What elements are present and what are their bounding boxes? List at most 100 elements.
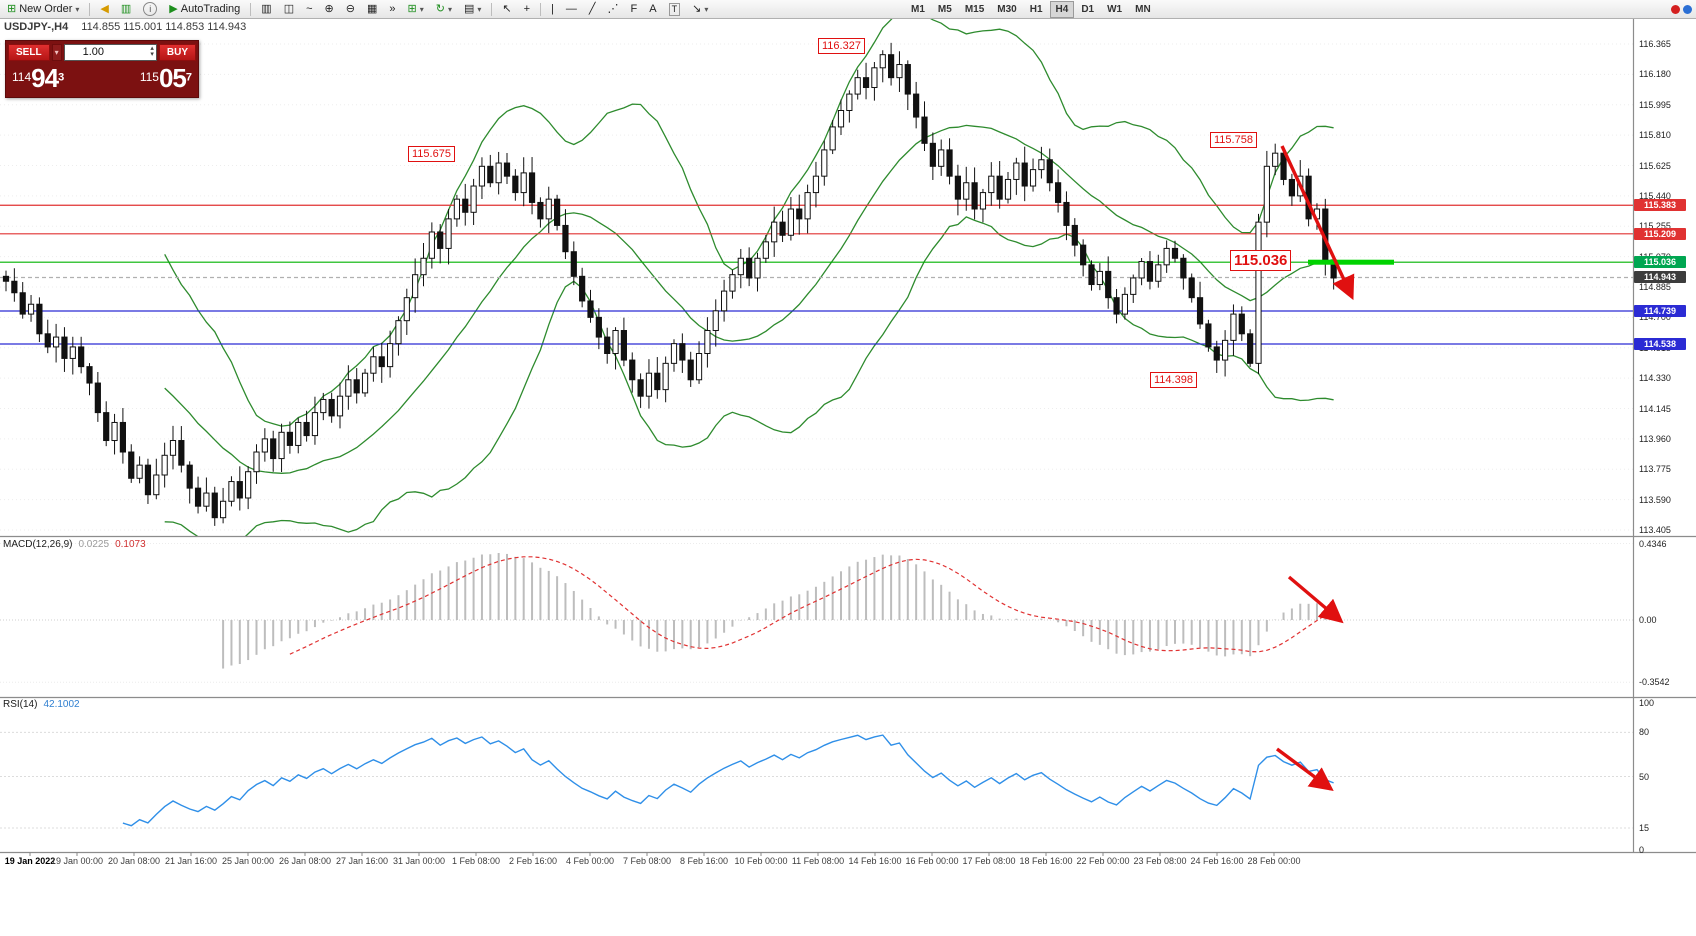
label-tool-button[interactable]: T [664,0,686,18]
price-tag: 114.943 [1634,271,1686,284]
line-chart-type-button[interactable]: ~ [301,0,317,18]
time-axis-label: 21 Jan 16:00 [164,856,218,866]
price-axis-label: 113.775 [1639,464,1671,475]
time-axis-label: 23 Feb 08:00 [1133,856,1187,866]
price-axis-label: 115.995 [1639,99,1671,110]
rsi-axis-label: 50 [1639,771,1650,782]
volume-up-button[interactable]: ▴ [150,45,154,52]
text-tool-button[interactable]: A [644,0,661,18]
time-axis-label: 19 Jan 2022 [4,856,56,866]
trendline-tool-button[interactable]: ╱ [584,0,601,18]
timeframe-h1[interactable]: H1 [1029,3,1043,15]
rsi-axis-label: 15 [1639,822,1650,833]
timeframe-d1[interactable]: D1 [1081,3,1095,15]
volume-input[interactable]: 1.00 ▴ ▾ [63,43,157,61]
zoom-in-button[interactable]: ⊕ [320,0,339,18]
price-annotation[interactable]: 116.327 [818,38,865,54]
market-chart-button[interactable]: ▥ [116,0,136,18]
sell-button[interactable]: SELL [8,43,50,61]
toolbar-separator [89,2,91,16]
channel-icon: ⋰ [607,3,619,15]
info-button[interactable]: i [138,0,162,18]
rsi-axis-label: 100 [1639,698,1655,708]
fibonacci-icon: F [630,3,638,15]
volume-down-button[interactable]: ▾ [150,51,154,58]
price-annotation[interactable]: 115.036 [1230,250,1292,271]
trade-options-caret[interactable]: ▾ [51,43,62,61]
price-annotation[interactable]: 115.675 [408,146,455,162]
trendline-icon: ╱ [588,3,596,15]
fibonacci-tool-button[interactable]: F [626,0,643,18]
candlestick-type-button[interactable]: ◫ [279,0,299,18]
rsi-axis-label: 80 [1639,727,1650,738]
price-axis-label: 116.365 [1639,39,1671,49]
timeframe-m15[interactable]: M15 [964,3,985,15]
time-axis-label: 4 Feb 00:00 [565,856,615,866]
chart-icon: ▥ [120,3,132,15]
arrows-tool-button[interactable]: ↘ ▾ [687,0,713,18]
info-icon: i [143,2,158,16]
bid-price[interactable]: 114943 [12,63,65,93]
crosshair-icon: + [523,3,531,15]
price-annotation[interactable]: 114.398 [1150,372,1197,388]
zoom-out-button[interactable]: ⊖ [341,0,360,18]
timeframe-w1[interactable]: W1 [1107,3,1123,15]
vline-tool-button[interactable]: | [546,0,559,18]
price-annotation[interactable]: 115.758 [1210,132,1257,148]
price-tag: 115.209 [1634,227,1686,240]
cycle-icon: ↻ [435,3,445,15]
cursor-tool-button[interactable]: ↖ [497,0,516,18]
bar-chart-type-button[interactable]: ▥ [256,0,276,18]
price-axis-label: 113.405 [1639,525,1671,535]
quote-header: USDJPY-,H4 114.855 115.001 114.853 114.9… [4,21,246,33]
new-chart-button[interactable]: ⊞ ▾ [403,0,429,18]
chart-shift-icon: » [389,3,396,15]
time-axis-label: 8 Feb 16:00 [679,856,729,866]
price-axis-label: 114.145 [1639,403,1671,414]
zoom-in-icon: ⊕ [324,3,334,15]
time-axis-label: 17 Feb 08:00 [962,856,1016,866]
autotrading-button[interactable]: ▶ AutoTrading [164,0,245,18]
toolbar-separator [250,2,252,16]
template-button[interactable]: ▤ ▾ [459,0,486,18]
channel-tool-button[interactable]: ⋰ [603,0,624,18]
timeframe-h4[interactable]: H4 [1049,0,1075,18]
community-icon[interactable] [1683,4,1692,14]
timeframe-m30[interactable]: M30 [997,3,1017,15]
cursor-icon: ↖ [502,3,512,15]
price-tag: 115.036 [1634,256,1686,269]
time-axis-label: 18 Feb 16:00 [1019,856,1073,866]
new-chart-icon: ⊞ [407,3,417,15]
price-axis-label: 114.330 [1639,373,1671,384]
hline-tool-button[interactable]: — [561,0,582,18]
price-tag: 114.739 [1634,304,1686,317]
rsi-indicator-label: RSI(14) 42.1002 [3,699,80,710]
price-tag: 114.538 [1634,337,1686,350]
chart-shift-button[interactable]: » [384,0,400,18]
tile-windows-button[interactable]: ▦ [362,0,382,18]
chevron-down-icon: ▾ [704,4,709,14]
buy-button[interactable]: BUY [158,43,196,61]
price-axis-label: 115.625 [1639,160,1671,171]
timeframe-m5[interactable]: M5 [937,3,952,15]
announcement-button[interactable]: ◀ [95,0,113,18]
label-tool-icon: T [668,2,681,16]
price-axis-label: 114.700 [1639,312,1671,323]
ask-price[interactable]: 115057 [139,63,192,93]
timeframe-m1[interactable]: M1 [911,3,925,15]
chevron-down-icon: ▾ [447,4,452,14]
macd-indicator-label: MACD(12,26,9) 0.0225 0.1073 [3,539,146,550]
new-order-icon: ⊞ [7,3,17,15]
timeframe-mn[interactable]: MN [1135,3,1151,15]
new-order-button[interactable]: ⊞ New Order ▾ [2,0,84,18]
time-axis-label: 2 Feb 16:00 [508,856,558,866]
period-cycle-button[interactable]: ↻ ▾ [431,0,457,18]
crosshair-tool-button[interactable]: + [519,0,535,18]
play-icon: ▶ [169,3,178,15]
notifications-icon[interactable] [1671,4,1680,14]
symbol-period-label: USDJPY-,H4 [4,21,69,33]
time-axis-label: 22 Feb 00:00 [1076,856,1130,866]
